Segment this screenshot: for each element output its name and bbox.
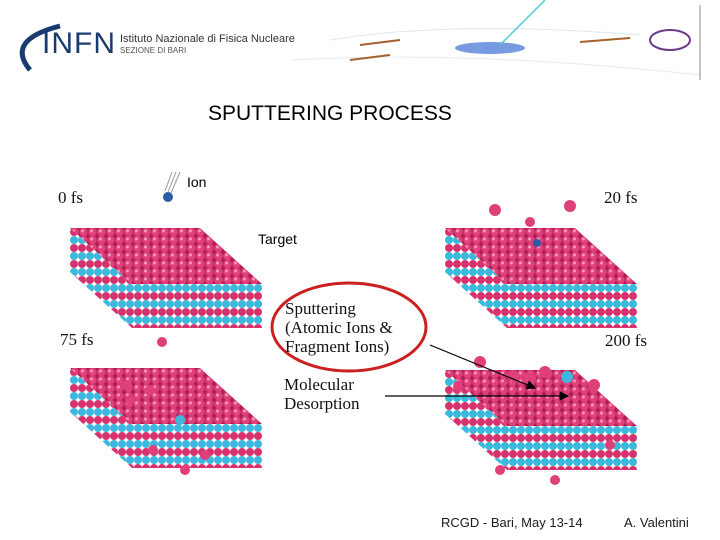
slab-0fs [70,228,262,328]
slab-75fs [70,368,262,468]
ion-icon [163,171,181,202]
institute-name: Istituto Nazionale di Fisica Nucleare [120,33,295,45]
sputtering-line: Fragment Ions) [285,337,390,356]
header-banner [19,0,701,80]
sputtering-label: Sputtering (Atomic Ions & Fragment Ions) [285,299,393,356]
footer-author: A. Valentini [624,515,689,530]
sputtering-ellipse [270,281,428,373]
time-label-0fs: 0 fs [58,188,84,207]
page-title: SPUTTERING PROCESS [208,102,452,125]
infn-logo-arc [19,23,61,72]
time-label-20fs: 20 fs [604,188,638,207]
slab-200fs [445,370,637,470]
target-label: Target [258,231,297,247]
infn-logo-text: INFN [42,27,116,60]
particle-tracks [455,42,525,54]
sputtered-atoms [122,200,615,485]
desorption-line: Molecular [284,375,354,394]
desorption-label: Molecular Desorption [284,375,360,413]
footer-event: RCGD - Bari, May 13-14 [441,515,583,530]
sputtering-line: Sputtering [285,299,356,318]
embedded-ion [533,239,541,247]
sputtering-line: (Atomic Ions & [285,318,393,337]
desorption-line: Desorption [284,394,360,413]
section-name: SEZIONE DI BARI [120,46,187,55]
sputtering-arrow [429,344,537,390]
time-label-200fs: 200 fs [605,331,648,350]
ion-label: Ion [187,174,207,190]
time-label-75fs: 75 fs [60,330,94,349]
conference-logo [649,29,691,51]
